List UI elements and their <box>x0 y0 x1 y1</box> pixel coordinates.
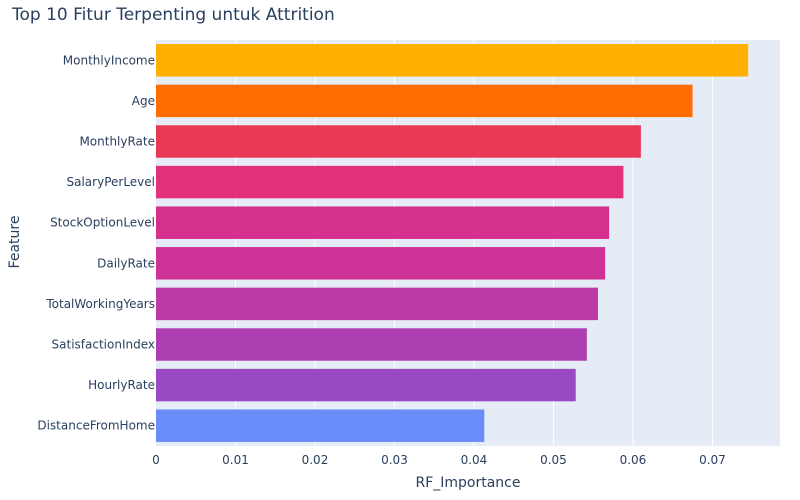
bar-Age <box>156 84 693 118</box>
bar-DistanceFromHome <box>156 409 485 442</box>
x-tick-label: 0 <box>152 453 160 467</box>
x-tick-label: 0.07 <box>699 453 726 467</box>
chart-title: Top 10 Fitur Terpenting untuk Attrition <box>11 5 335 25</box>
bar-HourlyRate <box>156 368 576 402</box>
y-tick-label: HourlyRate <box>88 378 155 392</box>
bars <box>156 44 749 442</box>
x-tick-label: 0.06 <box>620 453 647 467</box>
y-tick-label: TotalWorkingYears <box>45 297 155 311</box>
bar-SalaryPerLevel <box>156 165 624 199</box>
bar-TotalWorkingYears <box>156 287 598 321</box>
y-tick-label: SalaryPerLevel <box>67 175 156 189</box>
y-tick-label: SatisfactionIndex <box>52 338 155 352</box>
y-axis-title: Feature <box>7 216 23 269</box>
bar-StockOptionLevel <box>156 206 610 239</box>
x-axis-title: RF_Importance <box>415 475 520 491</box>
y-tick-label: DailyRate <box>97 256 155 270</box>
bar-DailyRate <box>156 247 606 280</box>
y-tick-label: DistanceFromHome <box>37 419 155 433</box>
x-tick-label: 0.03 <box>381 453 408 467</box>
y-tick-labels: MonthlyIncome Age MonthlyRate SalaryPerLeve… <box>37 53 155 432</box>
y-tick-label: Age <box>132 94 155 108</box>
x-tick-label: 0.05 <box>540 453 567 467</box>
y-tick-label: StockOptionLevel <box>50 216 155 230</box>
x-tick-label: 0.04 <box>461 453 488 467</box>
y-tick-label: MonthlyRate <box>79 135 155 149</box>
x-tick-label: 0.02 <box>302 453 329 467</box>
bar-MonthlyRate <box>156 125 641 158</box>
x-tick-labels: 0 0.01 0.02 0.03 0.04 0.05 0.06 0.07 <box>152 453 726 467</box>
x-tick-label: 0.01 <box>222 453 249 467</box>
bar-SatisfactionIndex <box>156 328 587 361</box>
y-tick-label: MonthlyIncome <box>63 53 155 67</box>
bar-MonthlyIncome <box>156 44 749 77</box>
